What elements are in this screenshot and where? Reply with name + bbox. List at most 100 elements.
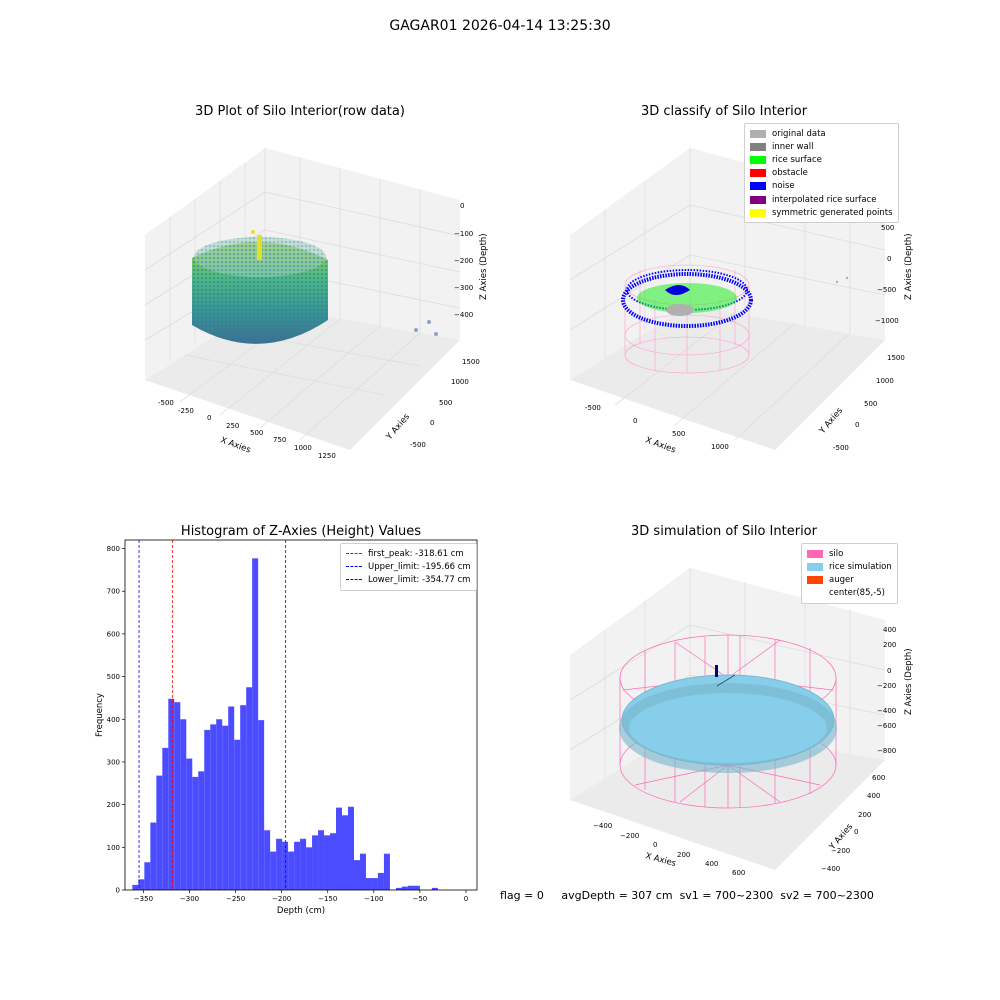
legend-label: Lower_limit: -354.77 cm — [368, 574, 471, 585]
x-tick-label: −150 — [318, 895, 337, 903]
y-tick-label: 800 — [107, 545, 120, 553]
svg-text:1500: 1500 — [887, 354, 905, 362]
x-tick-label: −100 — [364, 895, 383, 903]
x-tick-label: 0 — [464, 895, 468, 903]
legend-line-swatch — [346, 566, 362, 568]
legend-swatch — [807, 549, 823, 558]
svg-text:−200: −200 — [831, 847, 850, 855]
svg-text:400: 400 — [705, 860, 718, 868]
histogram-bar — [318, 830, 325, 890]
svg-text:1000: 1000 — [711, 443, 729, 451]
svg-text:400: 400 — [883, 626, 896, 634]
svg-text:-500: -500 — [158, 399, 174, 407]
x-tick-label: −250 — [226, 895, 245, 903]
histogram-bar — [162, 747, 169, 890]
raw-3d-plot: -500 -250 0 250 500 750 1000 1250 1500 1000 500… — [144, 148, 489, 460]
histogram-bar — [216, 719, 223, 890]
histogram-bar — [174, 702, 181, 890]
legend-label: Upper_limit: -195.66 cm — [368, 561, 471, 572]
histogram-chart: −350 −300 −250 −200 −150 −100 −50 0 0 100 200 300 40… — [95, 539, 478, 916]
histogram-bar — [246, 687, 253, 890]
legend-swatch — [750, 195, 766, 204]
histogram-bar — [353, 860, 360, 890]
svg-text:750: 750 — [273, 436, 286, 444]
histogram-bar — [282, 841, 289, 890]
svg-text:200: 200 — [858, 811, 871, 819]
svg-text:1000: 1000 — [451, 378, 469, 386]
legend-label: original data — [772, 128, 826, 139]
histogram-bar — [138, 879, 145, 890]
svg-text:−200: −200 — [620, 832, 639, 840]
x-tick-label: −200 — [272, 895, 291, 903]
histogram-bar — [198, 771, 205, 890]
legend-label: rice surface — [772, 154, 822, 165]
y-tick-label: 200 — [107, 801, 120, 809]
histogram-bar — [383, 853, 390, 890]
x-tick-label: −350 — [134, 895, 153, 903]
x-tick-label: −300 — [180, 895, 199, 903]
status-sv2: sv2 = 700~2300 — [780, 889, 874, 902]
classify-plot-title: 3D classify of Silo Interior — [640, 104, 808, 119]
histogram-bar — [276, 838, 283, 890]
svg-text:-500: -500 — [585, 404, 601, 412]
histogram-bar — [150, 822, 157, 890]
histogram-bar — [324, 835, 331, 890]
histogram-bar — [377, 872, 384, 890]
classify-legend: original data inner wall rice surface obsta… — [744, 123, 899, 224]
histogram-bar — [330, 833, 337, 890]
svg-text:-500: -500 — [833, 444, 849, 452]
histogram-bar — [431, 887, 438, 890]
classify-point-cloud — [621, 264, 849, 374]
legend-item: rice simulation — [807, 560, 892, 573]
svg-text:0: 0 — [854, 828, 858, 836]
svg-text:0: 0 — [207, 414, 211, 422]
legend-swatch — [750, 169, 766, 178]
svg-text:0: 0 — [887, 255, 891, 263]
legend-swatch — [750, 155, 766, 164]
legend-swatch — [807, 589, 823, 598]
histogram-bar — [365, 878, 372, 890]
svg-text:0: 0 — [633, 417, 637, 425]
legend-item: silo — [807, 547, 892, 560]
legend-item: center(85,-5) — [807, 587, 892, 600]
legend-swatch — [750, 182, 766, 191]
svg-text:1000: 1000 — [294, 444, 312, 452]
svg-text:400: 400 — [867, 792, 880, 800]
legend-label: center(85,-5) — [829, 588, 885, 599]
histogram-bar — [252, 558, 259, 890]
svg-text:1000: 1000 — [876, 377, 894, 385]
histogram-bar — [234, 739, 241, 890]
histogram-bar — [186, 758, 193, 890]
status-avg-depth: avgDepth = 307 cm — [561, 889, 673, 902]
svg-text:500: 500 — [250, 429, 263, 437]
legend-item: first_peak: -318.61 cm — [346, 547, 471, 560]
histogram-bar — [300, 838, 307, 890]
histogram-bar — [336, 807, 343, 890]
legend-item: obstacle — [750, 167, 893, 180]
status-sv1: sv1 = 700~2300 — [679, 889, 774, 902]
histogram-bar — [294, 841, 301, 890]
legend-item: rice surface — [750, 153, 893, 166]
svg-text:−800: −800 — [877, 747, 896, 755]
x-tick-label: −50 — [412, 895, 427, 903]
classify-zlabel: Z Axies (Depth) — [904, 233, 914, 300]
svg-text:−400: −400 — [821, 865, 840, 873]
histogram-frame — [124, 539, 478, 891]
svg-text:−400: −400 — [877, 707, 896, 715]
svg-text:500: 500 — [864, 400, 877, 408]
histogram-bar — [270, 851, 277, 890]
legend-item: auger — [807, 573, 892, 586]
histogram-bar — [347, 806, 354, 890]
histogram-bar — [192, 776, 199, 890]
svg-text:600: 600 — [872, 774, 885, 782]
histogram-bar — [371, 878, 378, 890]
histogram-bar — [180, 719, 187, 890]
raw-ylabel: Y Axies — [384, 412, 412, 443]
svg-text:−1000: −1000 — [875, 317, 899, 325]
histogram-bar — [228, 706, 235, 890]
y-tick-label: 100 — [107, 844, 120, 852]
histogram-title: Histogram of Z-Axies (Height) Values — [180, 524, 422, 539]
svg-text:−300: −300 — [454, 284, 473, 292]
svg-text:1250: 1250 — [318, 452, 336, 460]
histogram-bar — [407, 885, 414, 890]
